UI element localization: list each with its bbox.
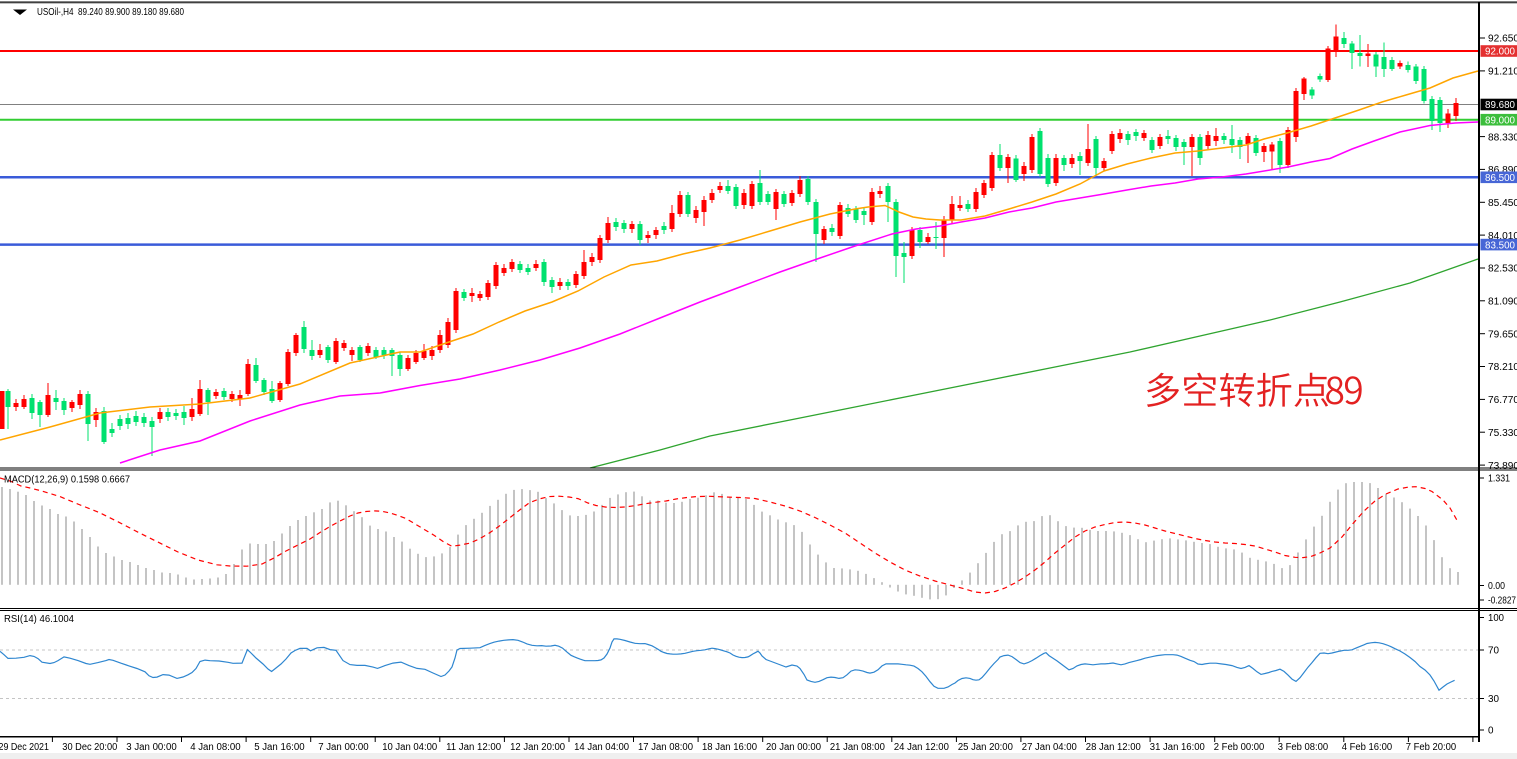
svg-text:-0.2827: -0.2827: [1488, 596, 1516, 607]
svg-text:18 Jan 16:00: 18 Jan 16:00: [702, 742, 757, 753]
svg-text:21 Jan 08:00: 21 Jan 08:00: [830, 742, 885, 753]
svg-text:RSI(14) 46.1004: RSI(14) 46.1004: [4, 614, 74, 625]
svg-text:31 Jan 16:00: 31 Jan 16:00: [1150, 742, 1205, 753]
svg-text:89.680: 89.680: [1485, 100, 1515, 111]
svg-text:91.210: 91.210: [1488, 67, 1517, 78]
svg-text:MACD(12,26,9) 0.1598 0.6667: MACD(12,26,9) 0.1598 0.6667: [4, 475, 130, 486]
svg-text:1.331: 1.331: [1488, 474, 1510, 485]
svg-text:14 Jan 04:00: 14 Jan 04:00: [574, 742, 629, 753]
svg-text:86.890: 86.890: [1488, 165, 1517, 176]
svg-text:25 Jan 20:00: 25 Jan 20:00: [958, 742, 1013, 753]
svg-text:82.530: 82.530: [1488, 264, 1517, 275]
svg-text:84.010: 84.010: [1488, 231, 1517, 242]
svg-text:11 Jan 12:00: 11 Jan 12:00: [446, 742, 501, 753]
svg-text:7 Jan 00:00: 7 Jan 00:00: [318, 742, 369, 753]
svg-text:92.650: 92.650: [1488, 34, 1517, 45]
svg-text:24 Jan 12:00: 24 Jan 12:00: [894, 742, 949, 753]
svg-text:28 Jan 12:00: 28 Jan 12:00: [1086, 742, 1141, 753]
svg-text:78.210: 78.210: [1488, 362, 1517, 373]
svg-text:86.500: 86.500: [1485, 173, 1515, 184]
svg-text:10 Jan 04:00: 10 Jan 04:00: [382, 742, 437, 753]
svg-text:2 Feb 00:00: 2 Feb 00:00: [1214, 742, 1265, 753]
svg-text:USOil-,H4 89.240 89.900 89.18: USOil-,H4 89.240 89.900 89.180 89.680: [37, 7, 184, 18]
svg-text:75.330: 75.330: [1488, 428, 1517, 439]
svg-text:7 Feb 20:00: 7 Feb 20:00: [1406, 742, 1457, 753]
svg-text:100: 100: [1488, 613, 1504, 624]
svg-text:83.500: 83.500: [1485, 240, 1515, 251]
svg-text:70: 70: [1488, 646, 1499, 657]
svg-text:30: 30: [1488, 694, 1499, 705]
svg-text:4 Feb 16:00: 4 Feb 16:00: [1342, 742, 1393, 753]
svg-text:81.090: 81.090: [1488, 297, 1517, 308]
svg-text:5 Jan 16:00: 5 Jan 16:00: [254, 742, 305, 753]
svg-text:30 Dec 20:00: 30 Dec 20:00: [62, 742, 117, 753]
svg-text:12 Jan 20:00: 12 Jan 20:00: [510, 742, 565, 753]
svg-text:4 Jan 08:00: 4 Jan 08:00: [190, 742, 241, 753]
svg-text:27 Jan 04:00: 27 Jan 04:00: [1022, 742, 1077, 753]
svg-text:3 Jan 00:00: 3 Jan 00:00: [126, 742, 177, 753]
svg-text:85.450: 85.450: [1488, 198, 1517, 209]
svg-text:88.330: 88.330: [1488, 132, 1517, 143]
svg-text:20 Jan 00:00: 20 Jan 00:00: [766, 742, 821, 753]
svg-text:73.890: 73.890: [1488, 461, 1517, 472]
svg-text:0: 0: [1488, 726, 1494, 737]
svg-text:76.770: 76.770: [1488, 395, 1517, 406]
svg-text:3 Feb 08:00: 3 Feb 08:00: [1278, 742, 1329, 753]
svg-text:92.000: 92.000: [1485, 47, 1515, 58]
svg-text:29 Dec 2021: 29 Dec 2021: [0, 742, 49, 753]
svg-text:0.00: 0.00: [1488, 581, 1505, 592]
svg-text:79.650: 79.650: [1488, 329, 1517, 340]
svg-text:89.000: 89.000: [1485, 115, 1515, 126]
svg-text:17 Jan 08:00: 17 Jan 08:00: [638, 742, 693, 753]
